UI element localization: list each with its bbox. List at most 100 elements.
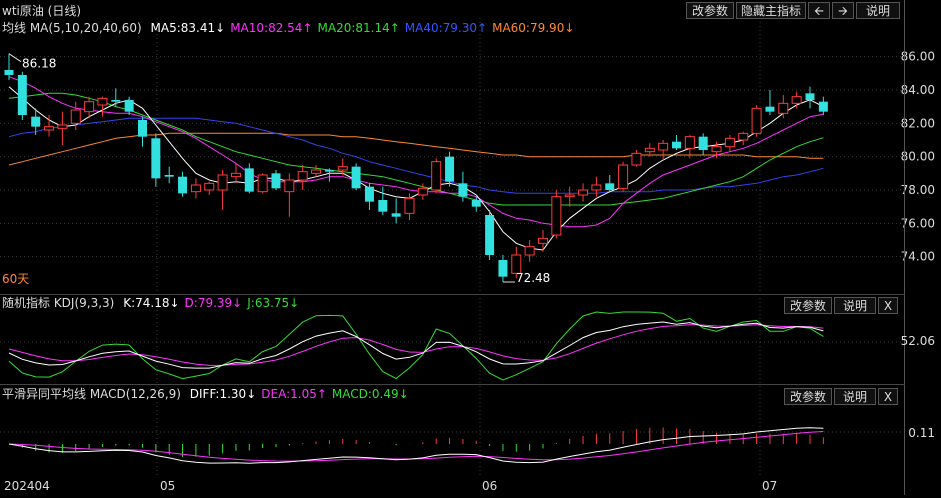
candle-body-up [618,164,629,189]
window-title: wti原油 (日线) [2,4,82,18]
candle-body-up [511,254,522,274]
y-tick-label: 84.00 [901,83,935,97]
kdj-help-button[interactable]: 说明 [834,297,876,314]
ma-legend-item: MA20:81.14↑ [317,21,400,35]
modify-params-button[interactable]: 改参数 [686,2,734,19]
candle-body-up [190,184,201,193]
candle-body-up [70,109,81,124]
macd-close-button[interactable]: X [878,388,898,405]
help-button[interactable]: 说明 [856,2,900,19]
candle-body-down [351,166,361,189]
candle-body-up [751,107,762,134]
kdj-legend-item: J:63.75↓ [247,296,300,310]
candle-body-up [297,171,308,181]
candle-body-down [445,156,455,182]
candle-body-up [564,194,575,198]
ma5-line [8,86,824,251]
candle-body-down [31,116,41,127]
candle-body-down [458,183,468,197]
max-annotation: 86.18 [22,57,56,71]
y-tick-label: 82.00 [901,116,935,130]
candle-body-down [605,183,615,190]
kdj-y-label: 52.06 [900,334,935,348]
candle-body-down [672,141,681,149]
candle-body-down [164,175,174,177]
x-label: 07 [762,479,778,493]
macd-legend-item: MACD:0.49↓ [331,387,409,401]
kdj-modify-params-button[interactable]: 改参数 [784,297,832,314]
hide-indicator-button[interactable]: 隐藏主指标 [736,2,806,19]
candle-body-up [551,196,562,236]
candle-body-down [698,136,708,150]
candle-body-up [404,197,415,214]
ma20-line [8,92,824,206]
panel-separator [0,384,905,385]
candle-body-down [378,200,388,212]
candle-body-up [97,97,108,106]
candle-body-up [724,137,735,148]
candle-body-down [818,101,828,112]
candle-body-down [498,260,508,277]
kdj-legend: 随机指标 KDJ(9,3,3) K:74.18↓ D:79.39↓ J:63.75↓ [2,296,304,310]
candle-body-up [578,189,589,196]
candle-body-up [417,187,428,196]
candle-body-up [337,166,348,171]
candle-body-down [324,170,334,172]
candle-body-down [17,75,27,115]
candle-body-down [244,168,254,192]
y-axis-line [904,0,905,495]
candle-body-down [178,176,188,194]
kdj-j-line [8,311,824,381]
macd-label: 平滑异同平均线 MACD(12,26,9) [2,387,181,401]
candle-body-up [84,101,95,113]
candle-body-down [271,173,281,189]
x-label: 202404 [4,479,50,493]
candle-body-down [391,213,401,217]
candle-body-up [644,147,655,153]
candle-body-up [631,152,642,166]
candle-body-up [57,124,68,129]
macd-legend-item: DIFF:1.30↓ [189,387,257,401]
kdj-d-line [8,324,824,366]
ma-legend-item: MA40:79.30↑ [404,21,488,35]
macd-modify-params-button[interactable]: 改参数 [784,388,832,405]
candle-body-up [538,237,548,244]
y-tick-label: 80.00 [901,150,935,164]
x-label: 06 [482,479,498,493]
kdj-legend-item: K:74.18↓ [123,296,180,310]
candle-body-down [151,138,161,179]
macd-y-label: 0.11 [908,426,935,440]
ma-legend-item: MA60:79.90↓ [492,21,575,35]
ma-legend: 均线 MA(5,10,20,40,60) MA5:83.41↓ MA10:82.5… [2,21,579,35]
arrow-left-icon: 🡨 [814,4,824,18]
ma40-line [8,117,824,194]
macd-diff-line [8,427,824,464]
candle-body-down [124,100,134,112]
panel-separator [0,294,905,295]
candle-body-up [217,174,228,191]
candle-body-up [711,146,722,153]
candle-body-up [311,169,322,174]
candle-body-down [471,200,481,207]
kdj-legend-item: D:79.39↓ [184,296,243,310]
next-button[interactable]: 🡪 [832,2,854,19]
candle-body-down [111,100,121,102]
kdj-close-button[interactable]: X [878,297,898,314]
prev-button[interactable]: 🡨 [808,2,830,19]
macd-legend-item: DEA:1.05↑ [261,387,327,401]
candle-body-down [765,106,775,112]
arrow-right-icon: 🡪 [838,4,848,18]
candle-body-up [284,179,295,193]
candle-body-up [791,96,802,104]
macd-help-button[interactable]: 说明 [834,388,876,405]
candle-body-down [4,70,14,75]
candle-body-up [431,161,442,191]
ma10-line [8,76,824,228]
max-annotation-pointer [8,53,22,63]
candle-body-up [257,174,268,193]
candle-body-down [485,215,495,255]
y-tick-label: 76.00 [901,216,935,230]
ma-legend-item: MA10:82.54↑ [230,21,313,35]
